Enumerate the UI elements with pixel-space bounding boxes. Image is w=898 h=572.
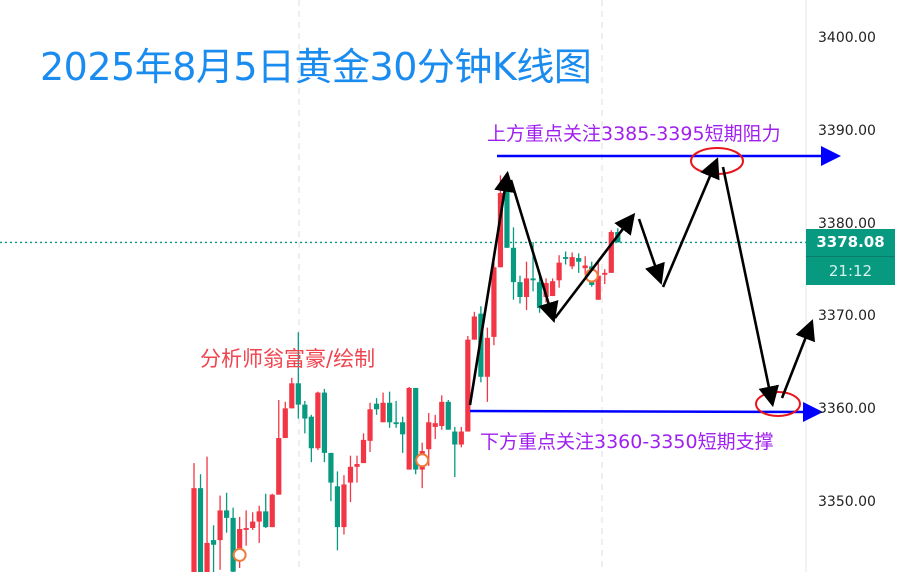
candle-body [289, 383, 295, 409]
chart-title: 2025年8月5日黄金30分钟K线图 [40, 45, 592, 89]
candle-body [243, 528, 249, 530]
candle-body [582, 265, 588, 269]
candle-body [550, 281, 556, 297]
candle-body [445, 401, 451, 430]
resistance-annotation: 上方重点关注3385-3395短期阻力 [487, 123, 781, 145]
candle-body [569, 257, 575, 267]
candle-body [465, 339, 471, 432]
candle-body [269, 494, 275, 528]
candle-body [282, 408, 288, 439]
candle-body [556, 262, 562, 281]
candle-body [426, 422, 432, 450]
candle-body [543, 283, 549, 297]
candle-body [497, 193, 504, 268]
candle-body [504, 182, 510, 248]
y-tick-label: 3360.00 [818, 401, 876, 418]
candle-body [458, 431, 464, 445]
candle-body [302, 404, 308, 419]
author-annotation: 分析师翁富豪/绘制 [200, 347, 376, 371]
candle-body [341, 484, 347, 528]
y-tick-label: 3400.00 [818, 30, 876, 46]
grid [0, 0, 807, 572]
candle-body [452, 431, 458, 445]
candle-body [308, 416, 314, 449]
countdown-badge: 21:12 [806, 256, 895, 285]
y-tick-label: 3350.00 [818, 494, 876, 510]
resistance-circle [690, 147, 744, 175]
candle-body [523, 278, 530, 297]
forecast-arrow [468, 170, 515, 406]
candle-body [517, 282, 523, 297]
candle-body [432, 423, 438, 427]
candle-body [563, 257, 569, 259]
candle-body [439, 401, 445, 426]
candle-body [406, 387, 412, 470]
drawings [468, 146, 841, 422]
candle-body [334, 486, 341, 528]
candle-body [224, 510, 230, 518]
current-price-badge: 3378.08 [806, 229, 895, 256]
candle-body [237, 528, 243, 557]
candle-body [530, 278, 536, 281]
candle-body [315, 392, 321, 449]
candle-body [484, 337, 490, 377]
candle-body [204, 542, 210, 572]
event-marker [415, 453, 430, 468]
candle-body [602, 272, 608, 275]
candle-body [387, 402, 393, 423]
candle-body [576, 258, 582, 262]
forecast-arrow [553, 212, 636, 319]
candle-body [360, 439, 367, 464]
forecast-arrow [780, 319, 815, 399]
forecast-arrow [509, 179, 559, 323]
support-line [469, 401, 823, 422]
candle-body [367, 409, 373, 441]
forecast-arrow [637, 218, 665, 285]
candle-body [400, 422, 406, 435]
candle-body [230, 517, 236, 572]
candle-body [263, 511, 269, 528]
candle-body [295, 383, 301, 405]
candle-body [595, 275, 601, 300]
event-marker [232, 547, 247, 562]
candle-body [210, 540, 217, 545]
support-annotation: 下方重点关注3360-3350短期支撑 [480, 431, 774, 453]
candle-body [380, 402, 386, 423]
candle-body [373, 403, 380, 410]
candle-body [413, 387, 419, 470]
candle-body [321, 392, 327, 453]
candle-body [328, 452, 334, 483]
forecast-arrow [721, 166, 779, 408]
candle-body [510, 247, 517, 283]
candle-body [217, 510, 223, 541]
y-tick-label: 3390.00 [818, 122, 876, 139]
candle-body [393, 422, 399, 425]
candle-body [250, 521, 256, 529]
candle-body [191, 488, 197, 572]
candle-body [354, 464, 360, 467]
candle-body [536, 282, 543, 309]
forecast-arrow [661, 157, 720, 288]
candle-body [197, 488, 204, 572]
candle-body [471, 316, 477, 340]
candle-body [276, 438, 282, 495]
candle-body [347, 466, 354, 483]
y-tick-label: 3380.00 [818, 215, 876, 232]
y-tick-label: 3370.00 [818, 308, 876, 325]
candles [191, 175, 621, 572]
candle-body [491, 267, 497, 337]
candle-body [608, 232, 614, 273]
candle-body [256, 511, 262, 522]
